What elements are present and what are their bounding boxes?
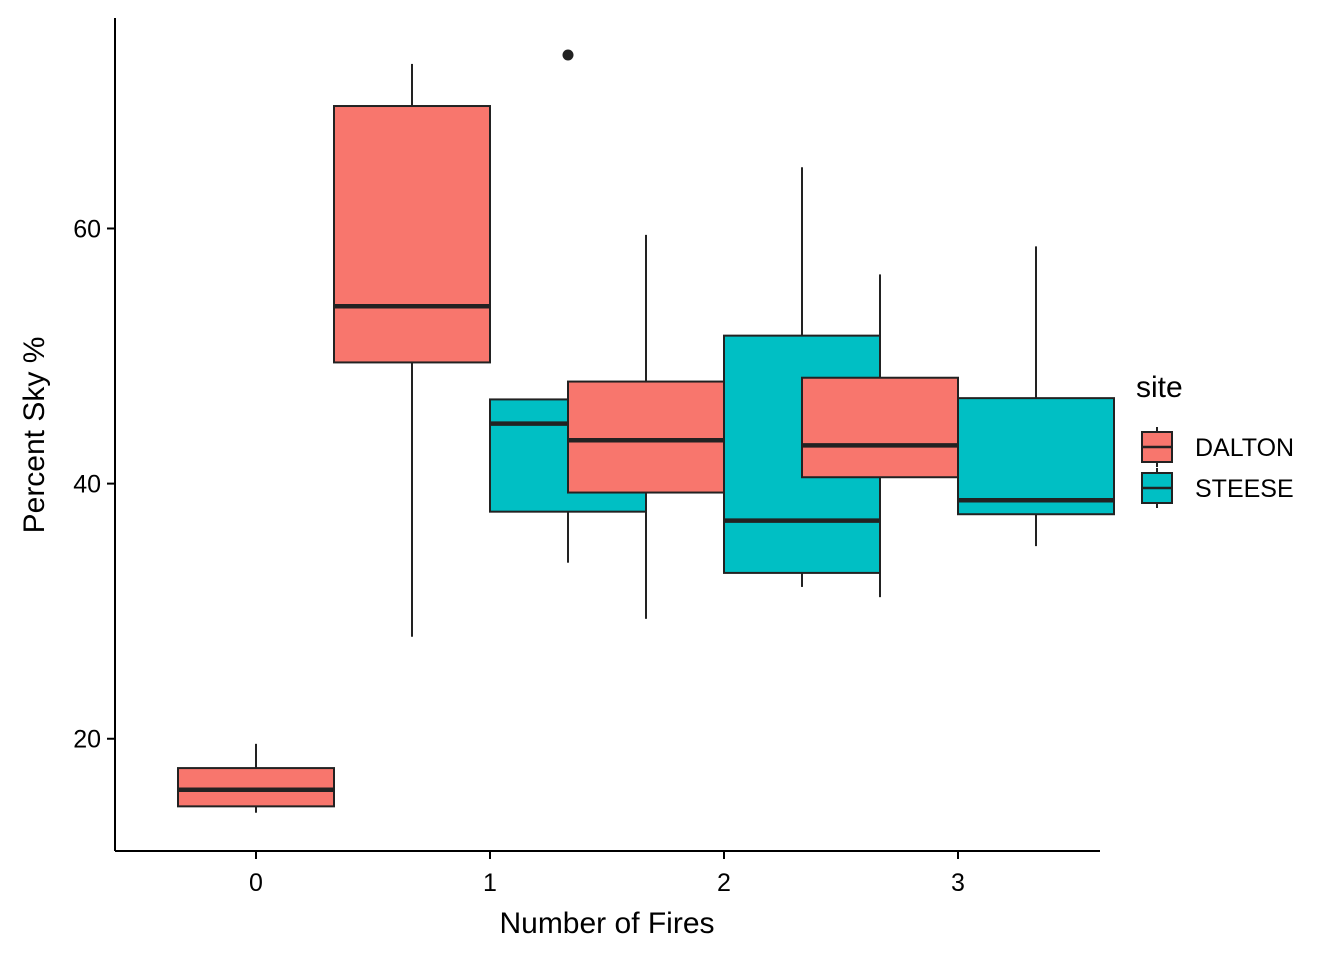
legend-title: site: [1136, 371, 1183, 404]
legend-items: DALTON STEESE: [1141, 427, 1294, 508]
y-tick-label: 20: [73, 726, 101, 754]
box-dalton-3: [801, 274, 959, 598]
box-dalton-1: [333, 63, 491, 637]
legend-label: STEESE: [1195, 475, 1294, 503]
legend-item-steese: STEESE: [1141, 468, 1294, 508]
plot-area: [177, 49, 1115, 813]
y-tick-label: 40: [73, 471, 101, 499]
y-tick-label: 60: [73, 215, 101, 243]
x-tick-label: 3: [951, 869, 965, 897]
x-tick-label: 2: [717, 869, 731, 897]
x-ticks: 0 1 2 3: [249, 851, 965, 897]
box-iqr: [567, 380, 725, 494]
x-tick-label: 0: [249, 869, 263, 897]
box-iqr: [177, 767, 335, 808]
box-dalton-0: [177, 743, 335, 813]
box-iqr: [801, 376, 959, 479]
x-tick-label: 1: [483, 869, 497, 897]
x-axis-title: Number of Fires: [499, 907, 714, 940]
box-steese-3: [957, 246, 1115, 547]
legend-label: DALTON: [1195, 434, 1294, 462]
box-dalton-2: [567, 234, 725, 619]
outlier-point: [562, 49, 574, 61]
legend-item-dalton: DALTON: [1141, 427, 1294, 467]
box-iqr: [957, 397, 1115, 516]
y-ticks: 20 40 60: [73, 215, 115, 754]
legend: site DALTON STEESE: [1136, 371, 1294, 508]
y-axis-title: Percent Sky %: [18, 337, 51, 534]
box-iqr: [333, 105, 491, 364]
